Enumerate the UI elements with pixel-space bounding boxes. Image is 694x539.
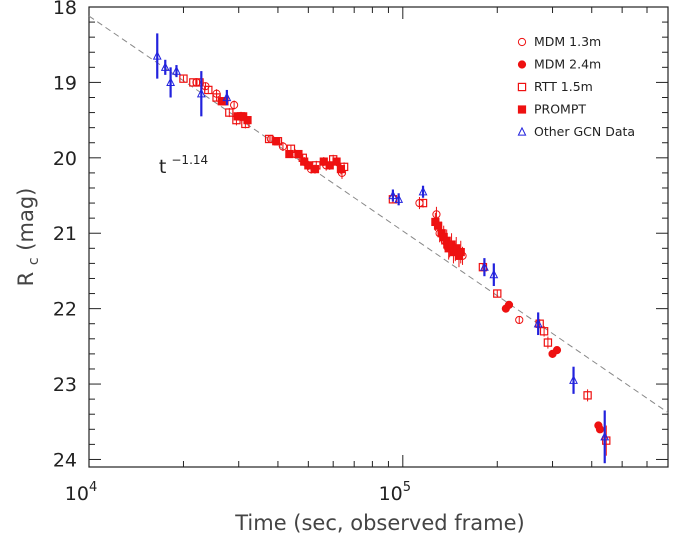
data-point [480, 261, 489, 271]
data-point [515, 315, 524, 325]
axis-ticks [88, 6, 669, 467]
data-point [278, 142, 288, 151]
data-point [394, 194, 404, 203]
legend-label: RTT 1.5m [534, 79, 593, 94]
data-point [539, 327, 549, 336]
data-point [294, 149, 303, 159]
y-tick-label: 23 [53, 374, 77, 396]
data-point [504, 300, 514, 309]
legend-marker [517, 82, 527, 92]
data-point [418, 186, 428, 196]
data-point [285, 149, 294, 159]
data-point [336, 165, 346, 174]
x-axis-title: Time (sec, observed frame) [234, 511, 525, 535]
data-point [418, 198, 428, 208]
data-point [179, 74, 188, 83]
data-point [304, 161, 313, 170]
x-tick-labels: 104 105 [65, 480, 411, 505]
data-point [332, 157, 341, 166]
legend-marker [517, 126, 527, 136]
data-point [243, 116, 252, 125]
data-point [230, 100, 239, 110]
series-prompt [217, 97, 465, 268]
plot-frame [88, 6, 669, 468]
legend-label: MDM 2.4m [534, 57, 601, 72]
y-tick-label: 24 [53, 449, 77, 471]
annotation-base: t [159, 156, 166, 178]
data-point [166, 77, 176, 87]
y-axis-title-subscript: c [26, 257, 42, 265]
x-tick-label-base: 10 [65, 483, 89, 505]
data-points [152, 33, 611, 464]
data-point [195, 78, 204, 87]
legend-marker [517, 37, 527, 47]
data-point [160, 62, 170, 71]
data-point [433, 221, 443, 230]
data-point [489, 269, 499, 279]
y-axis-title-main: R [14, 272, 38, 287]
legend-label: MDM 1.3m [534, 34, 601, 49]
annotation-exponent: −1.14 [171, 153, 208, 167]
data-point [533, 318, 543, 328]
data-point [569, 375, 578, 384]
series-other-gcn-data [152, 33, 610, 464]
data-point [325, 161, 334, 170]
x-tick-label-exponent: 5 [403, 480, 411, 495]
data-point [172, 65, 181, 75]
data-point [388, 190, 398, 200]
series-mdm-2-4m [501, 300, 605, 434]
data-point [272, 137, 281, 146]
x-tick-label-exponent: 4 [89, 480, 97, 495]
data-point [493, 289, 502, 298]
legend: MDM 1.3m MDM 2.4m RTT 1.5m PROMPT Other GCN … [517, 34, 635, 139]
x-tick-label-base: 10 [379, 483, 403, 505]
x-tick-label: 104 [65, 480, 97, 505]
data-point [602, 436, 611, 445]
y-tick-label: 21 [53, 223, 77, 245]
y-axis-title-unit: (mag) [14, 188, 38, 251]
legend-label: Other GCN Data [534, 124, 635, 139]
x-tick-label: 105 [379, 480, 411, 505]
data-point [204, 85, 213, 95]
data-point [196, 88, 206, 98]
data-point [583, 391, 592, 400]
data-point [543, 338, 553, 347]
data-point [225, 108, 234, 117]
data-point [310, 165, 320, 174]
legend-label: PROMPT [534, 102, 586, 117]
legend-marker [517, 60, 527, 69]
data-point [456, 247, 465, 257]
y-tick-label: 20 [53, 148, 77, 170]
legend-marker [517, 105, 527, 114]
data-point [552, 346, 562, 355]
data-point [152, 50, 162, 60]
data-point [600, 431, 610, 441]
y-tick-label: 18 [53, 0, 77, 19]
y-tick-label: 22 [53, 299, 77, 321]
data-point [189, 78, 198, 87]
slope-annotation: t −1.14 [159, 153, 208, 178]
power-law-fit-line [88, 15, 669, 414]
data-point [217, 97, 226, 106]
y-tick-label: 19 [53, 72, 77, 94]
data-point [595, 425, 605, 434]
y-axis-title: R c (mag) [14, 188, 43, 287]
data-point [222, 92, 232, 102]
y-tick-labels: 18 19 20 21 22 23 24 [53, 0, 77, 471]
